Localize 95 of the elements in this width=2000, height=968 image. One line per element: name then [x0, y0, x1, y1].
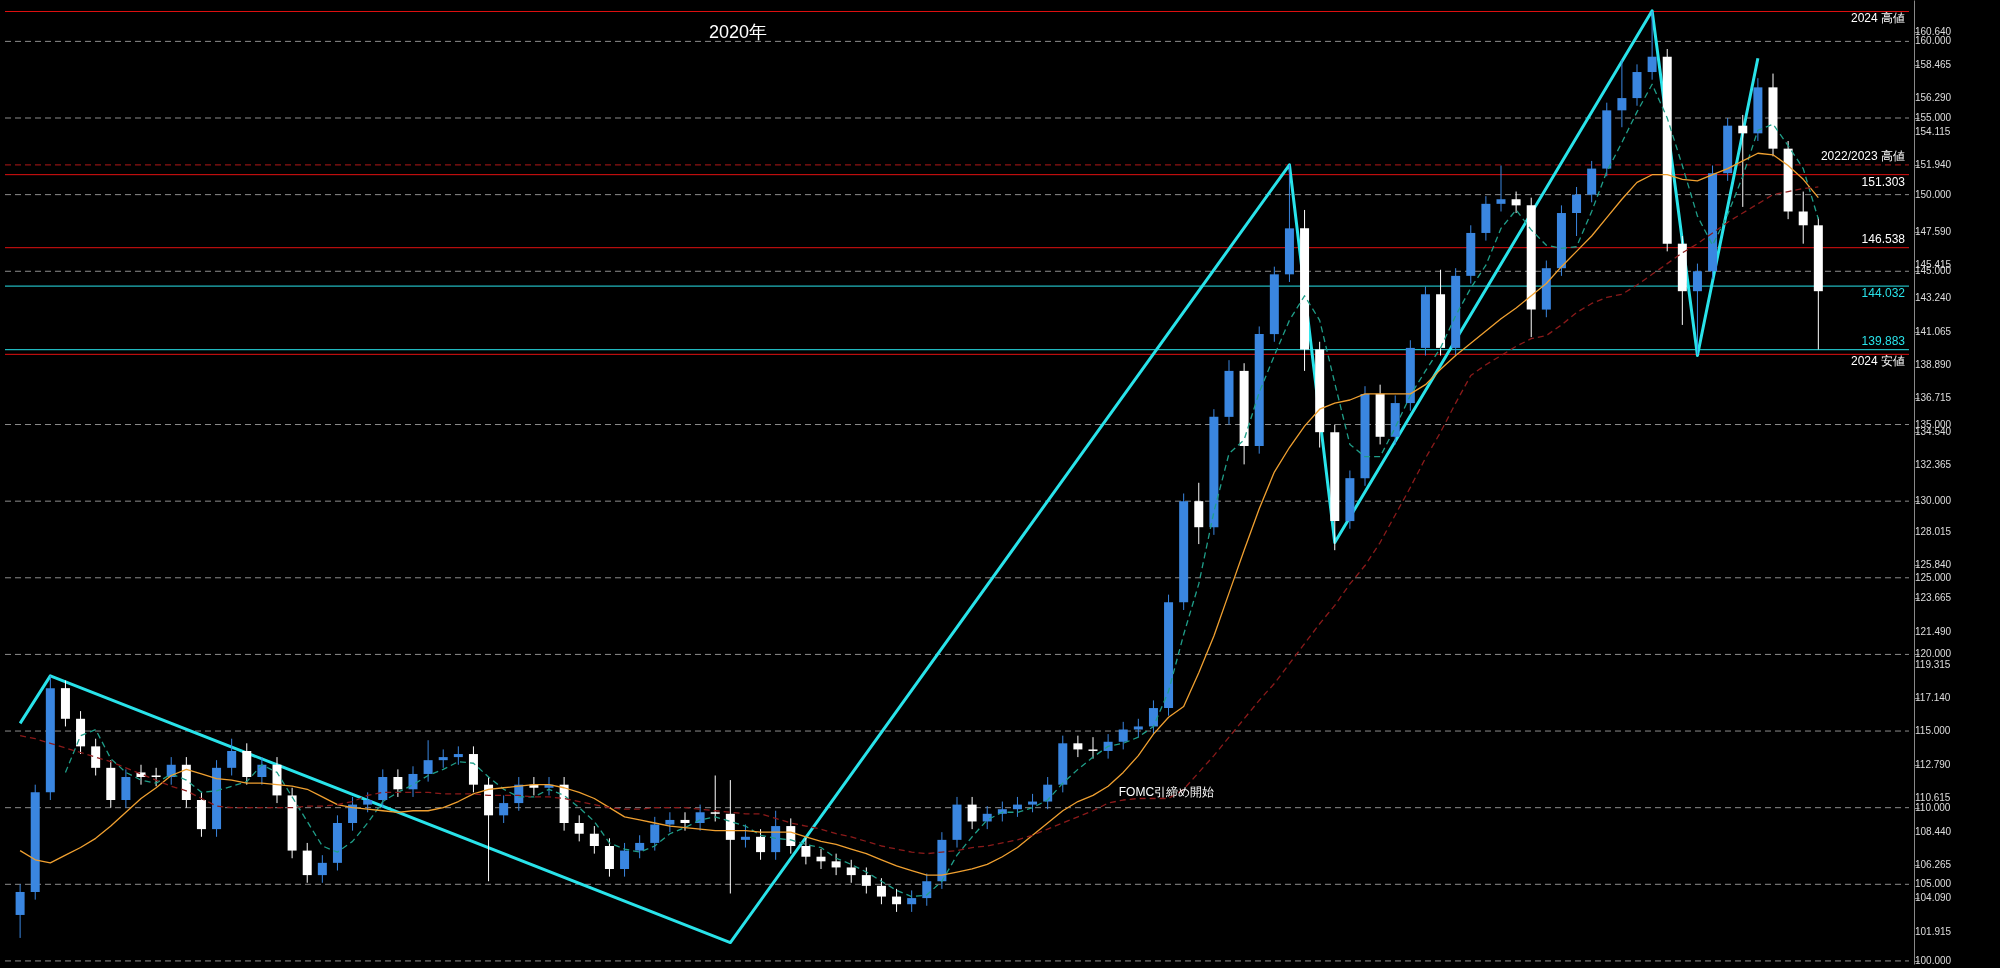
- ref-line-label: 144.032: [1861, 286, 1906, 301]
- y-tick-label: 154.115: [1915, 125, 1951, 137]
- y-tick-label: 119.315: [1915, 658, 1951, 670]
- candlestick: [846, 859, 856, 884]
- y-tick-label: 151.940: [1915, 158, 1952, 170]
- ref-line-label: 2022/2023 高値: [1820, 148, 1905, 163]
- candlestick: [876, 877, 886, 905]
- candlestick: [1118, 721, 1128, 750]
- candlestick: [1798, 191, 1808, 245]
- candlestick: [907, 889, 917, 913]
- candlestick: [151, 767, 161, 787]
- candlestick: [1148, 699, 1158, 735]
- candlestick: [423, 739, 433, 783]
- candlestick: [1511, 191, 1521, 214]
- y-tick-label: 101.915: [1915, 925, 1952, 937]
- y-tick-label: 147.590: [1915, 225, 1952, 237]
- y-tick-label: 156.290: [1915, 92, 1952, 104]
- candlestick: [438, 748, 448, 769]
- candlestick: [574, 814, 584, 842]
- y-tick-label: 110.615: [1915, 792, 1951, 804]
- candlestick: [892, 888, 902, 913]
- candlestick: [967, 796, 977, 830]
- y-tick-label: 104.090: [1915, 892, 1952, 904]
- y-tick-label: 120.000: [1915, 648, 1952, 660]
- candlestick: [393, 768, 403, 798]
- y-tick-label: 160.000: [1915, 35, 1952, 47]
- y-tick-label: 155.000: [1915, 112, 1952, 124]
- candlestick: [1043, 776, 1053, 810]
- candlestick: [1572, 186, 1582, 237]
- candlestick: [1647, 10, 1657, 81]
- y-tick-label: 143.240: [1915, 292, 1952, 304]
- y-tick-label: 145.000: [1915, 265, 1952, 277]
- y-tick-label: 158.465: [1915, 58, 1952, 70]
- candlestick: [831, 853, 841, 876]
- candlestick: [1073, 735, 1083, 758]
- candlestick: [635, 834, 645, 859]
- candlestick: [620, 842, 630, 878]
- candlestick: [589, 825, 599, 855]
- candlestick: [680, 811, 690, 832]
- candlestick: [91, 738, 101, 776]
- candlestick: [665, 811, 675, 833]
- candlestick: [695, 804, 705, 832]
- annotation: FOMC引締め開始: [1118, 784, 1215, 799]
- candlestick: [1133, 718, 1143, 738]
- candlestick: [499, 794, 509, 824]
- candlestick: [1692, 263, 1702, 355]
- y-tick-label: 112.790: [1915, 758, 1951, 770]
- candlestick: [1088, 736, 1098, 760]
- candlestick: [227, 738, 237, 776]
- y-tick-label: 123.665: [1915, 592, 1952, 604]
- y-tick-label: 136.715: [1915, 392, 1952, 404]
- candlestick: [997, 801, 1007, 822]
- candlestick: [453, 745, 463, 766]
- candlestick: [121, 768, 131, 809]
- candlestick: [408, 765, 418, 798]
- y-tick-label: 130.000: [1915, 495, 1952, 507]
- y-tick-label: 106.265: [1915, 858, 1952, 870]
- y-tick-label: 110.000: [1915, 801, 1951, 813]
- y-tick-label: 125.000: [1915, 571, 1952, 583]
- y-tick-label: 108.440: [1915, 825, 1952, 837]
- candlestick: [1496, 165, 1506, 212]
- candlestick: [136, 764, 146, 786]
- y-tick-label: 105.000: [1915, 878, 1952, 890]
- y-tick-label: 117.140: [1915, 692, 1951, 704]
- candlestick: [650, 816, 660, 852]
- ref-line-label: 2024 安値: [1850, 354, 1905, 369]
- candlestick: [15, 883, 25, 939]
- y-tick-label: 128.015: [1915, 525, 1952, 537]
- candlestick: [1617, 59, 1627, 128]
- annotation: 2020年: [709, 22, 768, 43]
- candlestick: [1738, 114, 1748, 208]
- y-tick-label: 132.365: [1915, 458, 1952, 470]
- y-tick-label: 115.000: [1915, 725, 1951, 737]
- candlestick: [756, 828, 766, 861]
- candlestick: [801, 837, 811, 865]
- ref-line-label: 2024 高値: [1850, 11, 1905, 26]
- ref-line-label: 151.303: [1861, 174, 1906, 189]
- candlestick: [363, 791, 373, 813]
- y-tick-label: 138.890: [1915, 358, 1952, 370]
- candlestick: [604, 837, 614, 878]
- y-tick-label: 100.000: [1915, 954, 1952, 966]
- ref-line-label: 146.538: [1861, 231, 1906, 246]
- candlestick: [710, 774, 720, 822]
- y-tick-label: 160.640: [1915, 25, 1952, 37]
- candlestick: [786, 817, 796, 855]
- y-tick-label: 141.065: [1915, 325, 1952, 337]
- candlestick: [378, 768, 388, 809]
- y-tick-label: 150.000: [1915, 188, 1952, 200]
- y-tick-label: 121.490: [1915, 625, 1952, 637]
- candlestick: [257, 756, 267, 786]
- candlestick: [861, 866, 871, 894]
- y-tick-label: 125.840: [1915, 558, 1952, 570]
- candlestick: [317, 854, 327, 884]
- candlestick: [1028, 793, 1038, 813]
- ref-line-label: 139.883: [1861, 333, 1906, 348]
